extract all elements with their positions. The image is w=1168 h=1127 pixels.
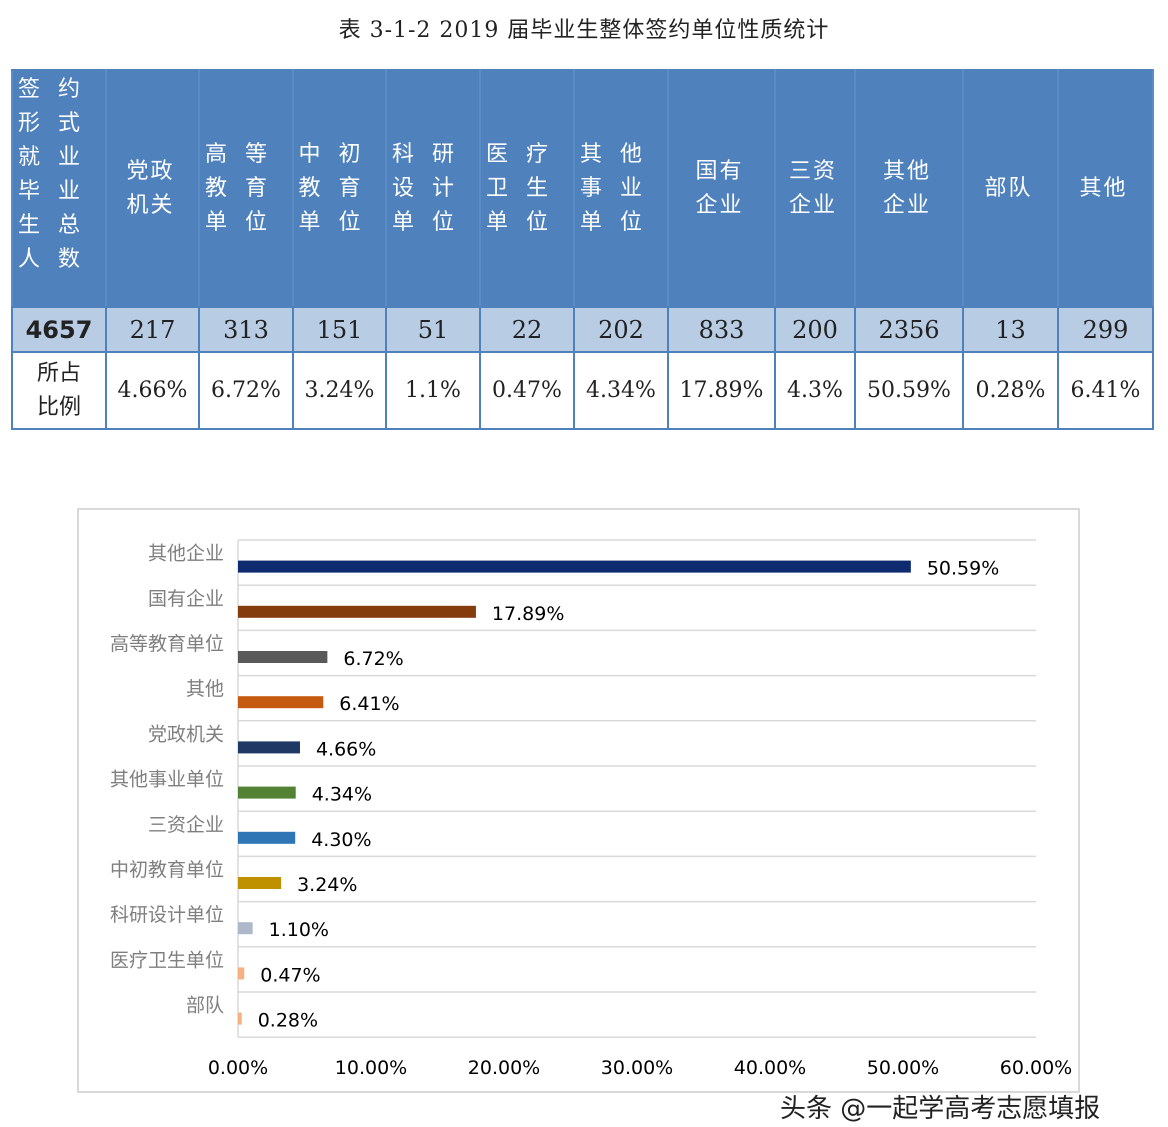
x-tick-label: 0.00%: [208, 1057, 268, 1079]
bar: [238, 967, 245, 980]
count-cell: 22: [479, 306, 575, 353]
header-cell: 三资企业: [774, 69, 856, 308]
bar: [238, 922, 253, 935]
data-label: 4.66%: [316, 738, 376, 760]
count-cell: 313: [198, 306, 294, 353]
count-cell: 202: [573, 306, 669, 353]
ratio-cell: 4.66%: [105, 351, 200, 430]
category-label: 其他: [186, 678, 224, 700]
category-label: 中初教育单位: [110, 859, 224, 881]
count-cell: 833: [667, 306, 776, 353]
category-label: 党政机关: [148, 723, 224, 745]
data-label: 3.24%: [297, 874, 357, 896]
header-cell: 其他: [1057, 69, 1154, 308]
x-tick-label: 30.00%: [601, 1057, 673, 1079]
header-cell: 科研设计单位: [385, 69, 481, 308]
ratio-label: 所占比例: [11, 351, 107, 430]
chart-svg: 其他企业 50.59% 国有企业 17.89% 高等教育单位 6.72% 其他 6.41% 党政…: [110, 539, 1072, 1079]
header-cell: 国有企业: [667, 69, 776, 308]
ratio-cell: 3.24%: [292, 351, 387, 430]
header-cell: 其他企业: [854, 69, 964, 308]
count-cell: 4657: [11, 306, 107, 353]
ratio-cell: 6.72%: [198, 351, 294, 430]
data-label: 6.41%: [339, 693, 399, 715]
count-cell: 151: [292, 306, 387, 353]
ratio-cell: 0.47%: [479, 351, 575, 430]
count-cell: 200: [774, 306, 856, 353]
category-label: 医疗卫生单位: [110, 949, 224, 971]
count-cell: 13: [962, 306, 1059, 353]
header-label: 党政机关: [126, 158, 175, 218]
watermark: 头条 @一起学高考志愿填报: [780, 1094, 1101, 1124]
header-label: 三资企业: [789, 158, 838, 218]
data-label: 1.10%: [269, 919, 329, 941]
header-cell: 其他事业单位: [573, 69, 669, 308]
ratio-cell: 1.1%: [385, 351, 481, 430]
ratio-cell: 4.3%: [774, 351, 856, 430]
category-label: 其他事业单位: [110, 769, 224, 791]
bar: [238, 786, 296, 799]
x-tick-label: 60.00%: [1000, 1057, 1072, 1079]
header-label: 签约形式就业毕业生总人数: [18, 77, 99, 272]
bar: [238, 696, 324, 709]
header-cell: 高等教育单位: [198, 69, 294, 308]
ratio-cell: 50.59%: [854, 351, 964, 430]
x-tick-label: 50.00%: [867, 1057, 939, 1079]
bar: [238, 741, 300, 754]
header-cell: 医疗卫生单位: [479, 69, 575, 308]
header-cell: 中初教育单位: [292, 69, 387, 308]
header-label: 其他: [1079, 175, 1128, 201]
bar: [238, 877, 282, 889]
header-label: 国有企业: [695, 158, 744, 218]
header-cell: 党政机关: [105, 69, 200, 308]
header-label: 部队: [984, 175, 1033, 201]
category-label: 高等教育单位: [110, 633, 224, 655]
bar: [238, 651, 328, 663]
count-cell: 299: [1057, 306, 1154, 353]
ratio-cell: 17.89%: [667, 351, 776, 430]
category-label: 科研设计单位: [110, 904, 224, 926]
header-label: 科研设计单位: [392, 141, 473, 235]
bar: [238, 1012, 242, 1025]
bar-chart: 其他企业 50.59% 国有企业 17.89% 高等教育单位 6.72% 其他 6.41% 党政…: [77, 508, 1080, 1093]
count-cell: 51: [385, 306, 481, 353]
data-label: 4.30%: [311, 829, 371, 851]
category-label: 国有企业: [148, 588, 224, 610]
x-tick-label: 10.00%: [335, 1057, 407, 1079]
table-title: 表 3-1-2 2019 届毕业生整体签约单位性质统计: [338, 18, 830, 43]
category-label: 其他企业: [148, 543, 224, 565]
header-label: 高等教育单位: [205, 141, 286, 235]
data-label: 0.28%: [258, 1010, 318, 1032]
header-cell: 部队: [962, 69, 1059, 308]
bar: [238, 605, 476, 618]
ratio-cell: 4.34%: [573, 351, 669, 430]
header-label: 医疗卫生单位: [486, 141, 567, 235]
count-cell: 217: [105, 306, 200, 353]
ratio-cell: 0.28%: [962, 351, 1059, 430]
x-tick-label: 40.00%: [734, 1057, 806, 1079]
category-label: 部队: [186, 995, 224, 1017]
bar: [238, 560, 911, 573]
data-label: 17.89%: [492, 603, 564, 625]
header-label: 中初教育单位: [298, 141, 379, 235]
data-label: 0.47%: [260, 964, 320, 986]
data-label: 6.72%: [343, 648, 403, 670]
header-label: 其他事业单位: [580, 141, 661, 235]
category-label: 三资企业: [148, 814, 224, 836]
bar: [238, 831, 296, 844]
header-cell: 签约形式就业毕业生总人数: [11, 69, 107, 308]
data-label: 4.34%: [312, 784, 372, 806]
data-label: 50.59%: [927, 558, 999, 580]
ratio-cell: 6.41%: [1057, 351, 1154, 430]
header-label: 其他企业: [883, 158, 932, 218]
count-cell: 2356: [854, 306, 964, 353]
stats-table: 签约形式就业毕业生总人数 党政机关 高等教育单位 中初教育单位 科研设计单位 医疗卫生单位…: [11, 69, 1154, 430]
x-tick-label: 20.00%: [468, 1057, 540, 1079]
